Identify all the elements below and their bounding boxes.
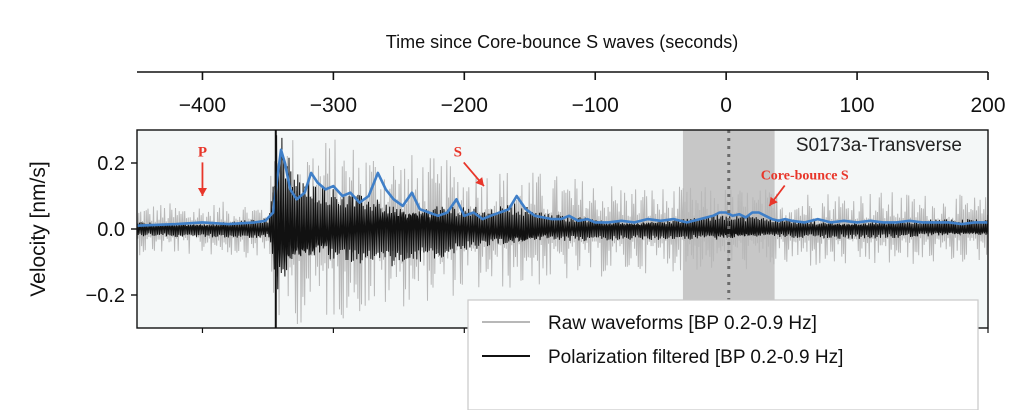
y-axis-ticks: 0.2 0.0 −0.2 xyxy=(86,153,137,307)
y-axis-label: Velocity [nm/s] xyxy=(27,161,50,296)
legend-label-filtered: Polarization filtered [BP 0.2-0.9 Hz] xyxy=(548,347,843,368)
legend-box xyxy=(467,299,979,410)
panel-label: S0173a-Transverse xyxy=(796,135,962,156)
legend: Raw waveforms [BP 0.2-0.9 Hz] Polarizati… xyxy=(467,299,979,410)
top-axis-tick-label: 200 xyxy=(970,94,1005,117)
y-axis-tick-label: −0.2 xyxy=(86,285,125,307)
top-axis-tick-label: −300 xyxy=(310,94,357,117)
raw-waveform-series xyxy=(137,139,988,325)
top-axis-tick-label: 100 xyxy=(840,94,875,117)
polarization-filtered-series xyxy=(137,135,988,290)
top-axis-tick-label: −400 xyxy=(179,94,226,117)
annotation-arrowhead xyxy=(769,196,778,206)
annotation-label: S xyxy=(454,144,462,160)
legend-label-raw: Raw waveforms [BP 0.2-0.9 Hz] xyxy=(548,313,817,334)
envelope-series xyxy=(137,148,988,227)
annotation-label: Core-bounce S xyxy=(761,169,849,184)
annotation-label: P xyxy=(198,144,207,160)
annotations: P S Core-bounce S xyxy=(197,144,849,207)
top-axis-tick-label: 0 xyxy=(720,94,732,117)
y-axis-tick-label: 0.2 xyxy=(97,153,125,175)
top-axis-tick-label: −100 xyxy=(572,94,619,117)
top-axis-tick-label: −200 xyxy=(441,94,488,117)
annotation-arrowhead xyxy=(475,177,484,187)
annotation-arrowhead xyxy=(197,188,207,196)
top-axis-title: Time since Core-bounce S waves (seconds) xyxy=(386,32,738,52)
y-axis-tick-label: 0.0 xyxy=(97,219,125,241)
